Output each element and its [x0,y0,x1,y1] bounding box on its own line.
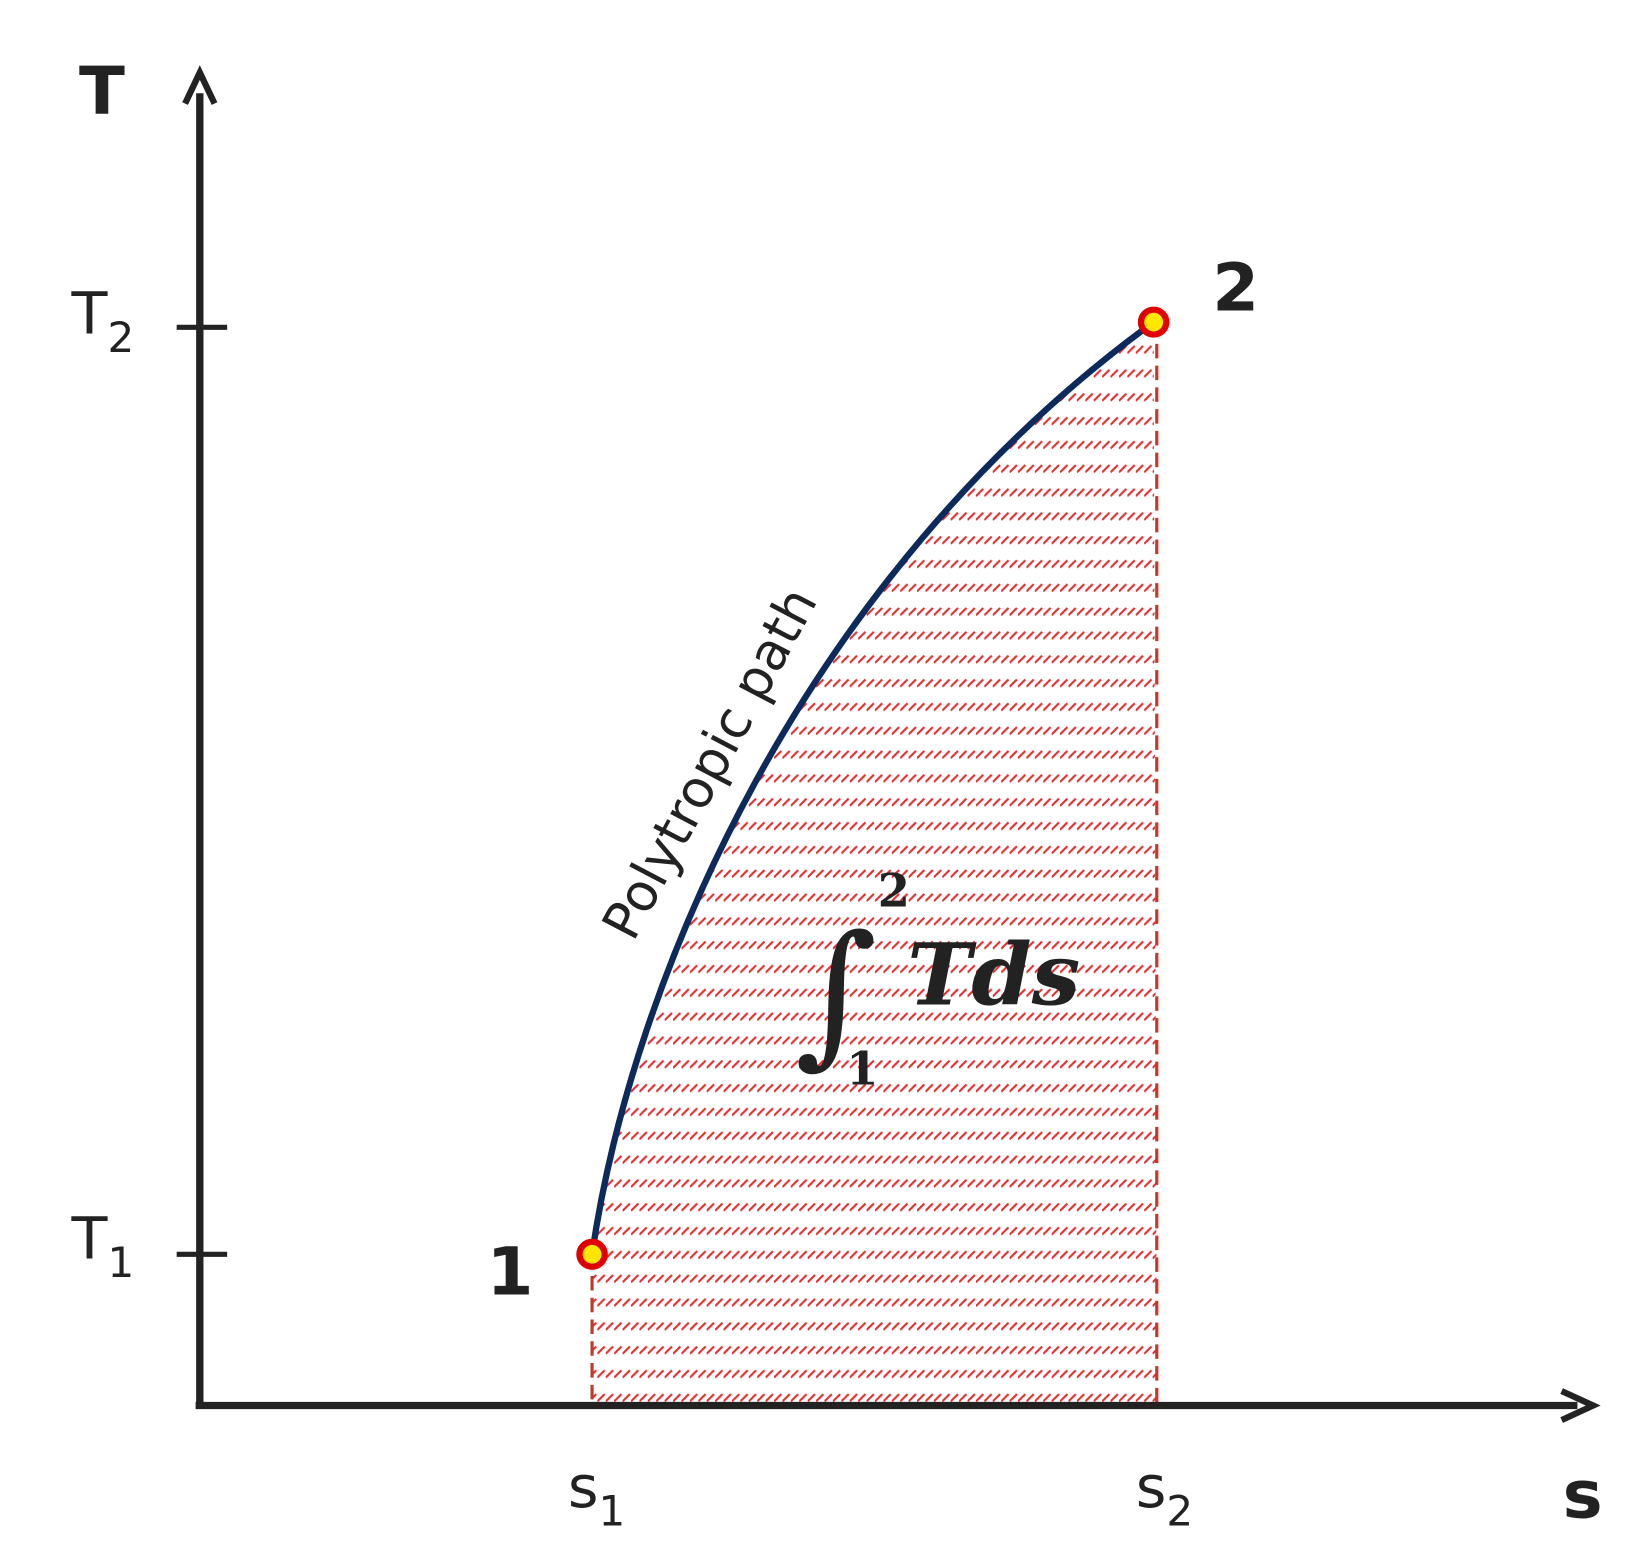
integral-sign: ∫ [795,902,877,1083]
x-tick-label: s1 [568,1453,625,1535]
x-axis-label: s [1563,1456,1603,1533]
integral-lower: 1 [846,1042,878,1096]
polytropic-curve [588,319,1156,1255]
integrand: Tds [907,926,1080,1025]
y-tick-label: T2 [71,280,135,362]
point-label: 1 [487,1233,534,1310]
integral-upper: 2 [878,864,910,918]
y-tick-label: T1 [71,1205,135,1287]
area-under-curve [592,322,1157,1406]
point-label: 2 [1212,249,1259,326]
x-tick-label: s2 [1136,1453,1193,1535]
state-point [576,1238,608,1270]
state-point [1137,306,1170,338]
x-axis-arrow [1560,1388,1601,1423]
y-axis-label: T [79,52,125,129]
y-axis-arrow [182,65,218,105]
